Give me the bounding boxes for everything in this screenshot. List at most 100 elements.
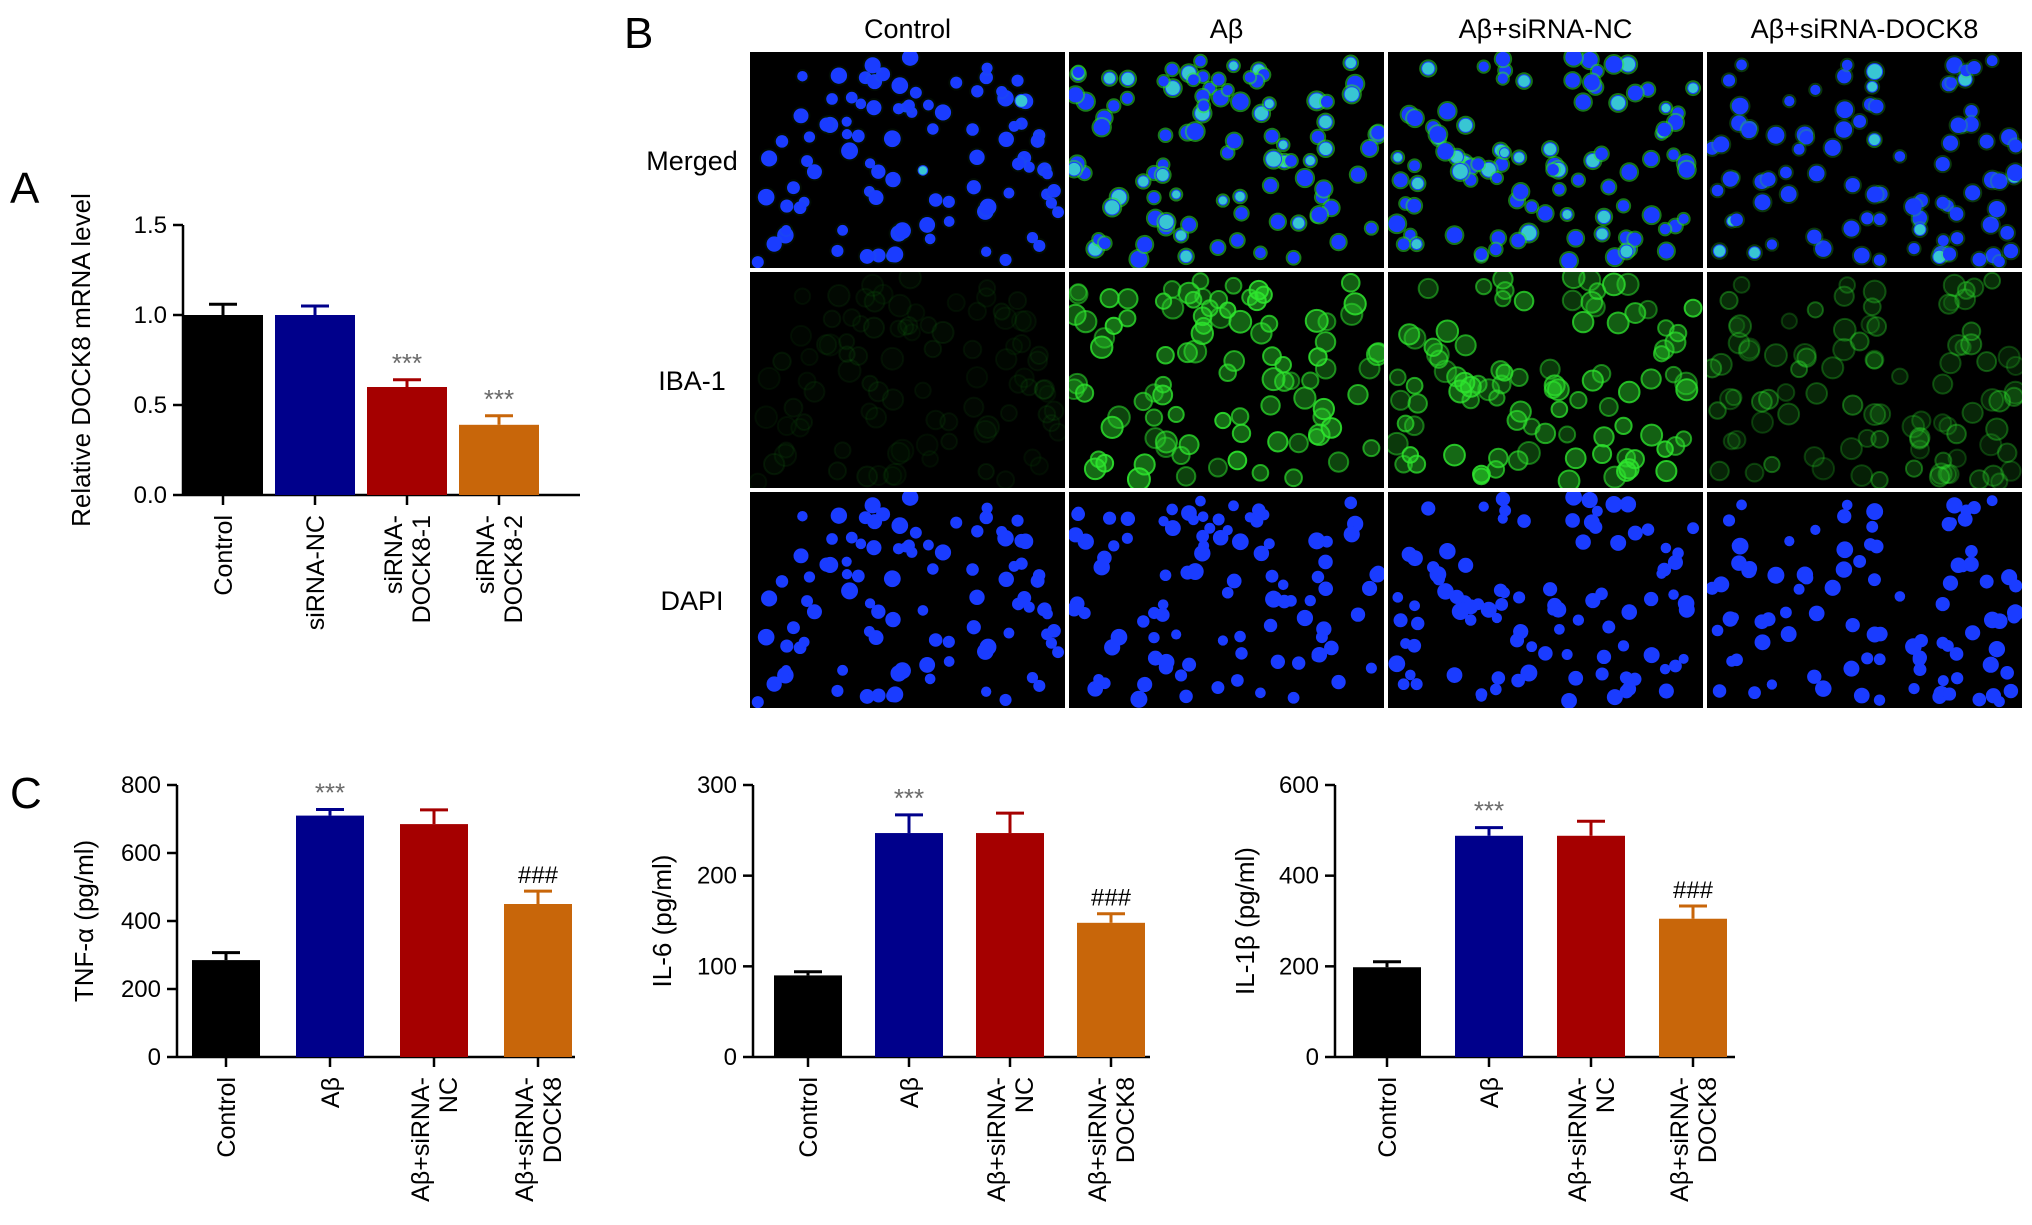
merged-nucleus	[766, 236, 782, 252]
merged-nucleus	[1965, 104, 1978, 118]
nucleus	[1196, 529, 1209, 543]
merged-nucleus	[1754, 194, 1771, 211]
merged-nucleus	[1946, 77, 1957, 89]
iba1-cell	[1962, 322, 1981, 341]
nucleus	[934, 544, 952, 561]
iba1-cell	[1861, 315, 1880, 334]
iba1-cell-ring	[1014, 310, 1037, 333]
iba1-cell-ring	[1118, 309, 1137, 328]
iba1-cell	[1430, 350, 1448, 368]
iba1-cell	[1275, 357, 1291, 373]
merged-nucleus	[1244, 72, 1256, 83]
merged-nucleus	[1873, 254, 1886, 266]
iba1-cell	[1939, 294, 1959, 314]
merged-overlap	[1156, 169, 1169, 181]
nucleus	[819, 557, 834, 572]
merged-overlap	[1452, 163, 1468, 179]
iba1-cell-ring	[1089, 450, 1108, 469]
merged-nucleus	[1231, 234, 1244, 247]
iba1-cell-ring	[1657, 319, 1675, 337]
iba1-cell	[1723, 433, 1740, 450]
iba1-cell-ring	[1776, 383, 1796, 402]
merged-nucleus	[979, 70, 993, 85]
x-tick-label: Aβ	[317, 1077, 345, 1108]
iba1-cell-ring	[1964, 277, 1985, 298]
iba1-cell	[1833, 338, 1855, 361]
merged-overlap	[1266, 151, 1282, 167]
x-tick-label: Aβ	[1476, 1077, 1504, 1108]
merged-nucleus	[1365, 222, 1377, 234]
merged-nucleus	[1226, 133, 1242, 149]
nucleus	[922, 539, 934, 551]
iba1-cell	[1472, 465, 1490, 483]
nucleus	[1767, 566, 1785, 584]
y-tick-label: 200	[121, 976, 161, 1003]
iba1-cell-ring	[1254, 285, 1273, 304]
iba1-cell-ring	[1763, 455, 1781, 474]
nucleus	[1316, 621, 1332, 637]
iba1-cell-ring	[1312, 397, 1335, 421]
nucleus	[1490, 683, 1502, 696]
nucleus	[1988, 640, 2006, 658]
iba1-cell-ring	[1048, 422, 1065, 442]
iba1-cell	[1544, 381, 1562, 399]
merged-nucleus	[1572, 174, 1584, 186]
iba1-cell-ring	[1961, 321, 1982, 342]
column-header: Aβ+siRNA-NC	[1459, 14, 1633, 44]
nucleus	[999, 693, 1012, 706]
iba1-cell-ring	[1023, 448, 1042, 467]
merged-nucleus	[866, 100, 882, 116]
nucleus	[1226, 573, 1242, 589]
nucleus	[775, 575, 789, 588]
iba1-cell-ring	[1928, 466, 1951, 488]
iba1-cell	[1764, 344, 1787, 367]
nucleus	[1913, 663, 1927, 676]
iba1-cell-ring	[1011, 334, 1032, 354]
merged-overlap	[1292, 217, 1305, 229]
iba1-cell-ring	[1558, 425, 1577, 444]
iba1-cell-ring	[1029, 456, 1049, 476]
iba1-cell	[1871, 430, 1889, 448]
nucleus	[1253, 545, 1270, 562]
iba1-cell	[1726, 389, 1742, 406]
iba1-cell-ring	[1020, 378, 1039, 397]
nucleus	[1866, 520, 1879, 533]
micrograph-cells	[1069, 495, 1384, 708]
micrograph-cells	[750, 52, 1065, 268]
merged-nucleus	[1397, 238, 1410, 251]
iba1-cell-ring	[977, 463, 995, 481]
merged-nucleus	[892, 103, 905, 115]
iba1-cell	[1910, 427, 1930, 448]
merged-nucleus	[1780, 186, 1797, 203]
iba1-cell-ring	[1495, 281, 1515, 300]
merged-nucleus	[1052, 206, 1065, 219]
iba1-cell	[1172, 446, 1190, 465]
nucleus	[1606, 689, 1623, 706]
iba1-cell-ring	[838, 345, 856, 363]
iba1-cell-ring	[1314, 331, 1337, 353]
iba1-cell-ring	[1954, 288, 1977, 311]
iba1-cell-ring	[1281, 371, 1301, 391]
iba1-cell	[1262, 368, 1285, 391]
merged-nucleus	[1148, 191, 1160, 204]
iba1-cell-ring	[883, 462, 907, 487]
bar	[875, 833, 943, 1057]
iba1-cell	[1418, 278, 1438, 299]
iba1-cell-ring	[1262, 346, 1282, 367]
nucleus	[1869, 539, 1884, 554]
nucleus	[1687, 522, 1699, 535]
column-header: Aβ	[1210, 14, 1244, 44]
nucleus	[1478, 501, 1489, 512]
iba1-cell	[1517, 441, 1540, 464]
iba1-cell-ring	[1284, 468, 1303, 488]
merged-nucleus	[1041, 168, 1053, 180]
nucleus	[871, 688, 886, 703]
iba1-cell	[1231, 408, 1249, 425]
merged-nucleus	[1766, 239, 1778, 250]
chart-c-il1b: 0 200 400 600 IL-1β (pg/ml) Control *** Aβ Aβ+si…	[1230, 772, 1735, 1202]
iba1-cell-ring	[1224, 276, 1243, 295]
nucleus	[1388, 655, 1406, 673]
iba1-cell-ring	[1937, 464, 1958, 484]
nucleus	[1972, 692, 1987, 707]
merged-nucleus	[1263, 178, 1278, 193]
